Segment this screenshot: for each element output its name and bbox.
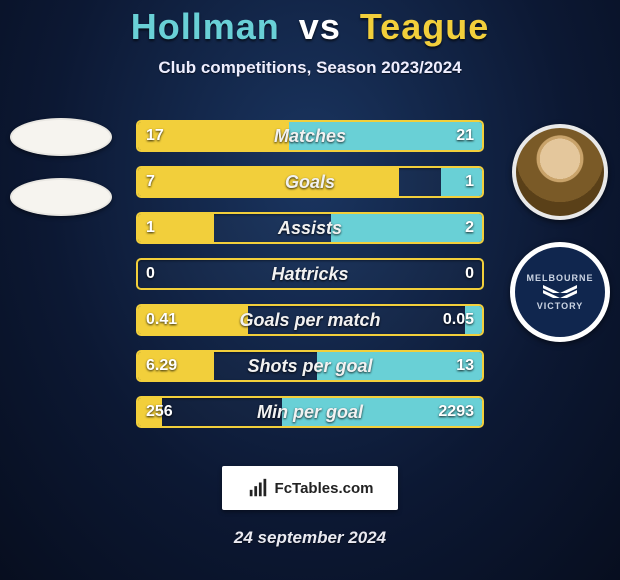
stat-label: Assists: [138, 218, 482, 239]
stat-row: 1Assists2: [136, 212, 484, 244]
player2-club-badge: MELBOURNE VICTORY: [510, 242, 610, 342]
stat-row: 0.41Goals per match0.05: [136, 304, 484, 336]
left-avatars: [10, 118, 112, 216]
stat-value-right: 1: [465, 173, 482, 191]
stat-row: 0Hattricks0: [136, 258, 484, 290]
comparison-title: Hollman vs Teague: [0, 0, 620, 48]
club-bottom: VICTORY: [537, 301, 584, 311]
stat-label: Shots per goal: [138, 356, 482, 377]
date-text: 24 september 2024: [0, 528, 620, 548]
player1-club-placeholder: [10, 178, 112, 216]
stat-value-right: 2293: [438, 403, 482, 421]
stat-value-right: 0: [465, 265, 482, 283]
stat-label: Hattricks: [138, 264, 482, 285]
right-avatars: MELBOURNE VICTORY: [510, 124, 610, 342]
stat-bars: 17Matches217Goals11Assists20Hattricks00.…: [136, 120, 484, 428]
club-top: MELBOURNE: [527, 273, 594, 283]
stat-label: Goals per match: [138, 310, 482, 331]
branding-chart-icon: [247, 477, 269, 499]
stat-row: 256Min per goal2293: [136, 396, 484, 428]
stat-value-right: 2: [465, 219, 482, 237]
player1-avatar-placeholder: [10, 118, 112, 156]
branding-text: FcTables.com: [275, 480, 374, 497]
stat-label: Goals: [138, 172, 482, 193]
vs-text: vs: [299, 6, 341, 47]
stat-value-right: 0.05: [443, 311, 482, 329]
branding-badge: FcTables.com: [222, 466, 398, 510]
subtitle: Club competitions, Season 2023/2024: [0, 58, 620, 78]
stat-row: 17Matches21: [136, 120, 484, 152]
stat-row: 6.29Shots per goal13: [136, 350, 484, 382]
stat-value-right: 13: [456, 357, 482, 375]
player2-avatar: [512, 124, 608, 220]
player1-name: Hollman: [131, 6, 280, 47]
stat-value-right: 21: [456, 127, 482, 145]
player2-name: Teague: [360, 6, 489, 47]
stat-label: Min per goal: [138, 402, 482, 423]
stat-label: Matches: [138, 126, 482, 147]
stat-row: 7Goals1: [136, 166, 484, 198]
club-chevron-icon: [543, 285, 577, 299]
